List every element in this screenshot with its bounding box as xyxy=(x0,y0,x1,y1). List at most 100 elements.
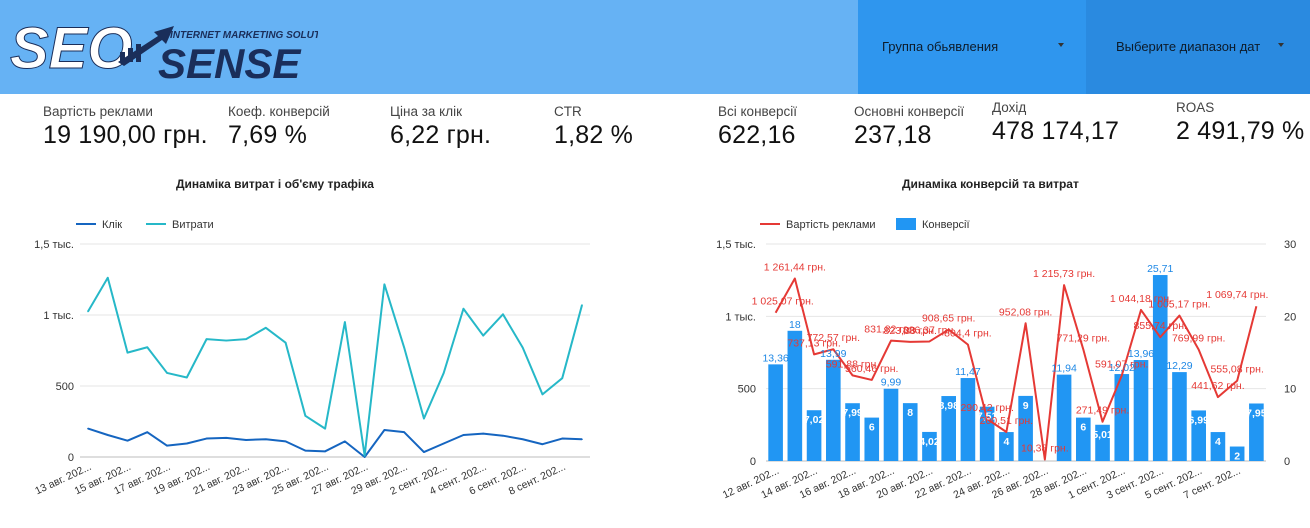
y-right-tick-label: 0 xyxy=(1284,456,1290,468)
data-point xyxy=(521,346,524,349)
bar-data-label: 12,02 xyxy=(1109,362,1135,374)
cost-data-label: 1 044,18 грн. xyxy=(1110,293,1172,305)
kpi-cost-per-click: Ціна за клік 6,22 грн. xyxy=(390,104,491,150)
data-point xyxy=(383,429,386,431)
data-point xyxy=(304,415,307,417)
kpi-ad-cost: Вартість реклами 19 190,00 грн. xyxy=(43,104,208,150)
cost-data-label: 1 215,73 грн. xyxy=(1033,268,1095,280)
cost-data-label: 560,46 грн. xyxy=(845,363,898,375)
kpi-label: Всі конверсії xyxy=(718,104,798,119)
kpi-label: Основні конверсії xyxy=(854,104,965,119)
y-tick-label: 0 xyxy=(68,452,74,464)
legend-label: Конверсії xyxy=(922,219,970,231)
bar-data-label: 4,02 xyxy=(919,436,940,448)
y-left-tick-label: 0 xyxy=(750,456,756,468)
data-point xyxy=(521,438,524,441)
kpi-label: ROAS xyxy=(1176,100,1215,115)
cost-data-label: 555,08 грн. xyxy=(1210,364,1263,376)
cost-data-label: 769,99 грн. xyxy=(1172,333,1225,345)
conversion-bar xyxy=(826,359,841,461)
bar-data-label: 7,02 xyxy=(804,414,825,426)
data-point xyxy=(225,437,228,439)
conversion-bar xyxy=(1249,403,1264,461)
bar-data-label: 11,47 xyxy=(955,366,981,378)
data-point xyxy=(205,338,208,340)
bar-data-label: 9,99 xyxy=(881,377,902,389)
legend-label: Клік xyxy=(102,219,122,231)
data-point xyxy=(205,437,208,440)
cost-data-label: 737,13 грн. xyxy=(787,337,840,349)
kpi-label: Коеф. конверсій xyxy=(228,104,330,119)
kpi-roas: ROAS 2 491,79 % xyxy=(1176,100,1305,146)
cost-data-label: 441,62 грн. xyxy=(1191,380,1244,392)
bar-data-label: 25,71 xyxy=(1147,263,1173,275)
data-point xyxy=(581,304,583,306)
kpi-value: 2 491,79 % xyxy=(1176,117,1305,145)
data-point xyxy=(442,372,445,374)
svg-text:SEO: SEO xyxy=(10,16,133,81)
y-right-tick-label: 30 xyxy=(1284,239,1296,251)
conversion-bar xyxy=(768,364,783,461)
data-point xyxy=(87,427,89,430)
data-point xyxy=(462,434,465,436)
kpi-label: Дохід xyxy=(992,100,1027,115)
data-point xyxy=(561,377,564,379)
bar-data-label: 9 xyxy=(1023,400,1029,412)
conversion-bar xyxy=(922,431,937,461)
chart-title-traffic: Динаміка витрат і об'єму трафіка xyxy=(176,177,374,191)
ad-group-filter-label: Группа обьявления xyxy=(882,39,999,54)
data-point xyxy=(403,346,405,349)
conversion-bar xyxy=(1133,360,1149,461)
data-point xyxy=(245,338,247,340)
data-point xyxy=(502,313,504,316)
bar-data-label: 13,99 xyxy=(820,348,846,360)
svg-text:SENSE: SENSE xyxy=(158,40,302,87)
data-point xyxy=(324,450,326,453)
data-point xyxy=(482,334,485,337)
y-left-tick-label: 500 xyxy=(738,384,756,396)
data-point xyxy=(225,339,228,342)
kpi-label: CTR xyxy=(554,104,582,119)
data-point xyxy=(146,431,149,433)
chevron-down-icon xyxy=(1278,43,1284,47)
bar-data-label: 8 xyxy=(907,407,913,419)
kpi-value: 1,82 % xyxy=(554,121,634,149)
kpi-value: 237,18 xyxy=(854,121,932,149)
conversion-bar xyxy=(1114,374,1130,461)
data-point xyxy=(502,434,504,437)
data-point xyxy=(126,439,129,442)
ad-group-filter[interactable]: Группа обьявления xyxy=(858,0,1086,94)
data-point xyxy=(541,393,544,396)
conversion-bar xyxy=(787,330,803,461)
cost-data-label: 831,82 грн. xyxy=(864,324,917,336)
cost-data-label: 771,29 грн. xyxy=(1057,332,1110,344)
data-point xyxy=(146,346,149,349)
cost-data-label: 908,65 грн. xyxy=(922,313,975,325)
bar-data-label: 7,95 xyxy=(1246,407,1267,419)
legend-swatch xyxy=(896,218,916,230)
conversion-bar xyxy=(1191,410,1206,461)
cost-data-label: 591,07 грн. xyxy=(1095,358,1148,370)
kpi-value: 622,16 xyxy=(718,121,796,149)
kpi-value: 6,22 грн. xyxy=(390,121,492,149)
kpi-label: Вартість реклами xyxy=(43,104,153,119)
cost-data-label: 804,4 грн. xyxy=(944,328,992,340)
cost-data-label: 1 025,07 грн. xyxy=(752,296,814,308)
conversion-bar xyxy=(960,378,976,461)
conversion-bar xyxy=(883,388,899,461)
data-point xyxy=(186,442,188,445)
conversions-cost-chart: 0 500 1 тыс. 1,5 тыс. 0 10 20 30 13,36 18 7,02 13,9… xyxy=(716,218,1296,502)
data-point xyxy=(423,417,425,420)
y-tick-label: 1 тыс. xyxy=(43,310,74,322)
legend-label: Вартість реклами xyxy=(786,219,876,231)
bar-data-label: 4 xyxy=(1215,436,1221,448)
date-range-filter[interactable]: Выберите диапазон дат xyxy=(1086,0,1310,94)
bar-data-label: 4 xyxy=(1003,436,1009,448)
conversion-bar xyxy=(999,432,1014,461)
cost-data-label: 823,33 грн. xyxy=(884,325,937,337)
data-point xyxy=(245,439,247,441)
data-point xyxy=(363,454,366,457)
kpi-conversion-rate: Коеф. конверсій 7,69 % xyxy=(228,104,330,150)
